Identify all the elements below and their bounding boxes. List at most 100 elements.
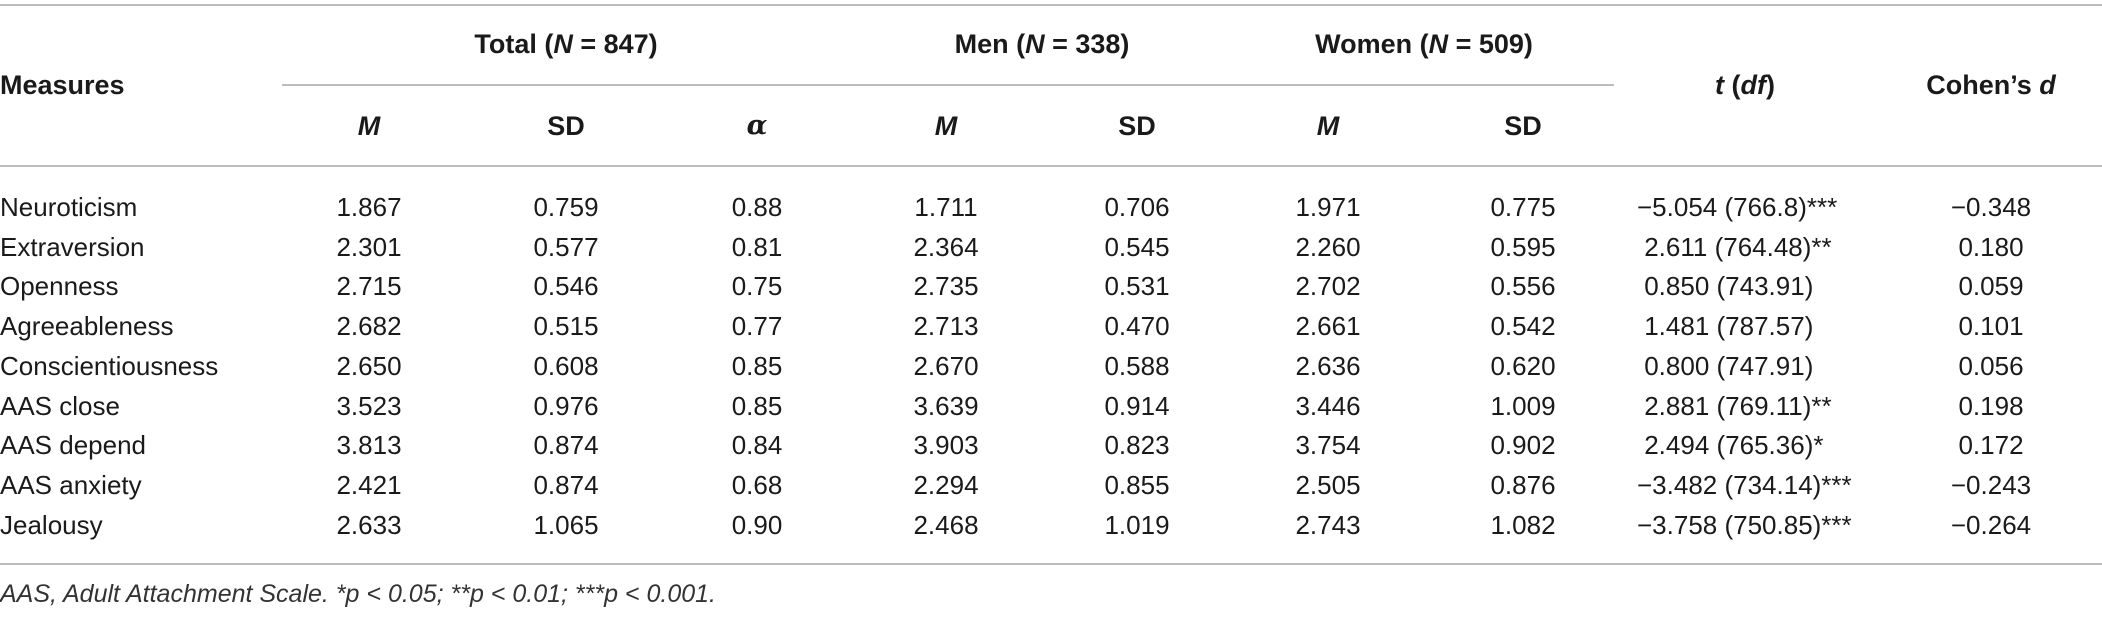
table-cell: 2.294 — [913, 470, 979, 500]
table-cell: 2.421 — [336, 470, 402, 500]
table-cell: 0.874 — [533, 430, 599, 460]
table-cell-t-df: 2.494 (765.36)* — [1637, 430, 1824, 460]
table-cell: 1.867 — [336, 192, 402, 222]
table-cell: 0.515 — [533, 311, 599, 341]
group-header-women: Women (N = 509) — [1315, 28, 1533, 60]
table-cell: 0.855 — [1104, 470, 1170, 500]
table-cell: 1.019 — [1104, 510, 1170, 540]
subheader-total-alpha: α — [746, 110, 768, 141]
group-label: Women ( — [1315, 29, 1429, 59]
row-measure-label: AAS close — [0, 391, 120, 421]
cohens-text: Cohen’s — [1926, 70, 2040, 100]
table-cell: 3.754 — [1295, 430, 1361, 460]
table-cell: 2.682 — [336, 311, 402, 341]
subheader-total-sd: SD — [547, 111, 585, 141]
table-cell-t-df: −3.758 (750.85)*** — [1637, 510, 1852, 540]
group-header-rule — [282, 84, 1614, 86]
subheader-men-m: M — [934, 111, 958, 141]
table-cell: 0.874 — [533, 470, 599, 500]
table-cell-cohens-d: 0.180 — [1958, 232, 2024, 262]
table-cell-cohens-d: 0.101 — [1958, 311, 2024, 341]
table-cell: 0.976 — [533, 391, 599, 421]
table-cell-t-df: 2.611 (764.48)** — [1637, 232, 1832, 262]
subheader-men-sd: SD — [1118, 111, 1156, 141]
paren-close: ) — [1765, 70, 1775, 100]
row-measure-label: Openness — [0, 271, 119, 301]
df-symbol: df — [1740, 70, 1766, 100]
table-cell: 2.301 — [336, 232, 402, 262]
table-cell: 2.636 — [1295, 351, 1361, 381]
table-cell: 0.81 — [731, 232, 783, 262]
table-cell: 2.260 — [1295, 232, 1361, 262]
table-cell: 1.711 — [914, 192, 978, 222]
table-cell: 2.468 — [913, 510, 979, 540]
table-cell: 0.620 — [1490, 351, 1556, 381]
cohens-d-header: Cohen’s d — [1926, 69, 2056, 101]
table-cell: 3.446 — [1295, 391, 1361, 421]
table-cell: 2.633 — [336, 510, 402, 540]
n-symbol: N — [553, 29, 573, 59]
table-footnote: AAS, Adult Attachment Scale. *p < 0.05; … — [0, 580, 716, 608]
subheader-women-sd: SD — [1504, 111, 1542, 141]
table-cell: 0.577 — [533, 232, 599, 262]
table-cell: 2.713 — [913, 311, 979, 341]
table-cell-cohens-d: −0.348 — [1950, 192, 2032, 222]
table-cell-cohens-d: 0.059 — [1958, 271, 2024, 301]
row-measure-label: AAS anxiety — [0, 470, 142, 500]
table-cell: 2.702 — [1295, 271, 1361, 301]
table-cell: 0.759 — [533, 192, 599, 222]
header-bottom-rule — [0, 165, 2102, 167]
table-cell: 0.706 — [1104, 192, 1170, 222]
table-cell: 2.670 — [913, 351, 979, 381]
table-cell: 0.542 — [1490, 311, 1556, 341]
group-header-total: Total (N = 847) — [474, 28, 657, 60]
group-label: Men ( — [954, 29, 1026, 59]
table-cell: 3.523 — [336, 391, 402, 421]
table-cell: 1.082 — [1490, 510, 1556, 540]
table-cell-cohens-d: 0.056 — [1958, 351, 2024, 381]
table-cell: 0.775 — [1490, 192, 1556, 222]
table-cell-t-df: 0.850 (743.91) — [1637, 271, 1814, 301]
paren-open: ( — [1724, 70, 1741, 100]
row-measure-label: Extraversion — [0, 232, 145, 262]
measures-header: Measures — [0, 70, 125, 100]
table-cell-t-df: 1.481 (787.57) — [1637, 311, 1814, 341]
t-df-header: t (df) — [1715, 69, 1775, 101]
table-cell: 0.84 — [731, 430, 783, 460]
table-cell: 1.971 — [1295, 192, 1361, 222]
table-cell: 3.813 — [336, 430, 402, 460]
table-cell: 0.85 — [731, 391, 783, 421]
table-cell-cohens-d: −0.264 — [1950, 510, 2032, 540]
table-cell: 0.470 — [1104, 311, 1170, 341]
table-cell: 0.68 — [731, 470, 783, 500]
table-top-rule — [0, 4, 2102, 6]
table-cell-t-df: −3.482 (734.14)*** — [1637, 470, 1852, 500]
table-cell: 0.90 — [731, 510, 783, 540]
row-measure-label: Neuroticism — [0, 192, 138, 222]
n-value: = 338) — [1044, 29, 1130, 59]
table-cell: 3.903 — [913, 430, 979, 460]
table-cell: 0.556 — [1490, 271, 1556, 301]
table-cell: 0.902 — [1490, 430, 1556, 460]
table-cell: 2.650 — [336, 351, 402, 381]
table-cell: 0.608 — [533, 351, 599, 381]
table-cell: 0.546 — [533, 271, 599, 301]
table-cell: 0.588 — [1104, 351, 1170, 381]
table-cell: 0.88 — [731, 192, 783, 222]
table-cell: 2.743 — [1295, 510, 1361, 540]
table-cell: 2.661 — [1295, 311, 1361, 341]
table-cell: 2.505 — [1295, 470, 1361, 500]
table-cell-cohens-d: 0.198 — [1958, 391, 2024, 421]
subheader-women-m: M — [1316, 111, 1340, 141]
table-cell-cohens-d: 0.172 — [1958, 430, 2024, 460]
table-cell: 0.77 — [731, 311, 783, 341]
row-measure-label: Jealousy — [0, 510, 103, 540]
table-cell-t-df: −5.054 (766.8)*** — [1637, 192, 1838, 222]
row-measure-label: Agreeableness — [0, 311, 174, 341]
table-cell-t-df: 2.881 (769.11)** — [1637, 391, 1832, 421]
table-cell: 2.715 — [336, 271, 402, 301]
table-cell: 0.876 — [1490, 470, 1556, 500]
table-cell: 1.065 — [533, 510, 599, 540]
table-cell: 0.75 — [731, 271, 783, 301]
table-cell: 2.735 — [913, 271, 979, 301]
